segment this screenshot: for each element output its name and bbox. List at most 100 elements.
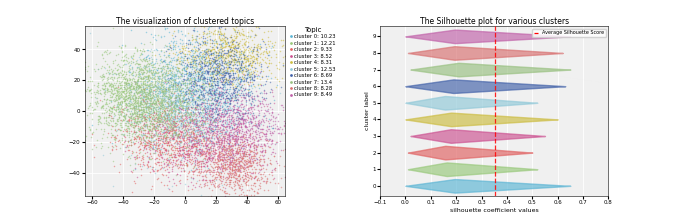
Point [251,143,262,146]
Point [228,122,239,125]
Point [142,76,153,79]
Point [169,81,180,85]
Point [222,157,233,161]
Point [193,70,203,74]
Point [158,120,169,123]
Point [108,77,119,80]
Point [177,127,188,130]
Point [191,88,201,91]
Point [157,73,168,76]
Point [167,185,178,188]
Point [118,115,128,118]
Point [189,59,200,63]
Point [168,41,178,45]
Point [172,113,183,117]
Point [218,69,229,73]
Point [213,137,224,141]
Point [174,104,185,108]
Point [202,147,213,150]
Point [201,160,212,163]
Point [175,51,186,55]
Point [143,68,154,72]
Point [186,124,197,128]
Point [224,82,235,86]
Point [187,138,197,142]
Point [183,120,194,124]
Point [190,90,201,93]
Point [240,131,251,134]
Point [110,93,121,97]
Point [216,82,227,86]
Point [149,125,160,128]
Point [221,104,232,108]
Point [123,97,134,100]
Point [198,95,209,99]
Point [167,156,178,159]
Point [172,149,183,153]
Point [153,176,164,180]
Point [170,74,180,77]
Point [124,84,135,87]
Point [173,134,184,137]
Point [183,94,193,98]
Point [152,111,163,114]
Point [138,132,149,136]
Point [216,118,227,121]
Point [223,141,234,145]
Point [139,138,149,142]
Point [246,51,257,54]
Point [205,146,216,149]
Point [203,84,214,88]
Point [150,79,161,83]
Point [277,108,288,112]
Point [205,114,216,117]
Point [226,156,237,160]
Point [215,32,226,36]
Point [153,116,164,120]
Point [212,71,222,75]
Point [227,115,238,119]
Point [203,148,214,152]
Point [231,177,241,180]
Point [207,188,218,191]
Point [191,59,202,62]
Point [194,62,205,66]
Point [184,170,195,174]
Point [99,84,110,87]
Point [231,125,242,128]
Point [201,32,212,36]
Point [159,90,170,94]
Point [172,92,183,95]
Point [192,103,203,106]
Point [204,154,215,157]
Point [249,174,260,178]
Point [126,133,137,136]
Point [112,100,123,103]
Point [228,168,239,172]
Point [208,69,218,73]
Point [100,84,111,87]
Point [180,130,191,134]
Point [235,193,246,196]
Point [203,76,214,79]
Point [179,101,190,104]
Point [220,80,231,83]
Point [195,122,206,125]
Point [245,158,256,162]
Point [151,95,162,99]
Point [165,45,176,49]
Point [210,120,220,123]
Point [166,103,177,106]
Point [233,42,243,46]
Point [195,148,206,151]
Point [181,112,192,116]
Point [197,118,208,122]
Point [225,73,236,76]
Point [132,49,143,53]
Point [250,61,261,65]
Point [211,100,222,103]
Point [168,145,179,149]
Point [233,77,243,81]
Point [194,32,205,35]
Point [207,132,218,136]
